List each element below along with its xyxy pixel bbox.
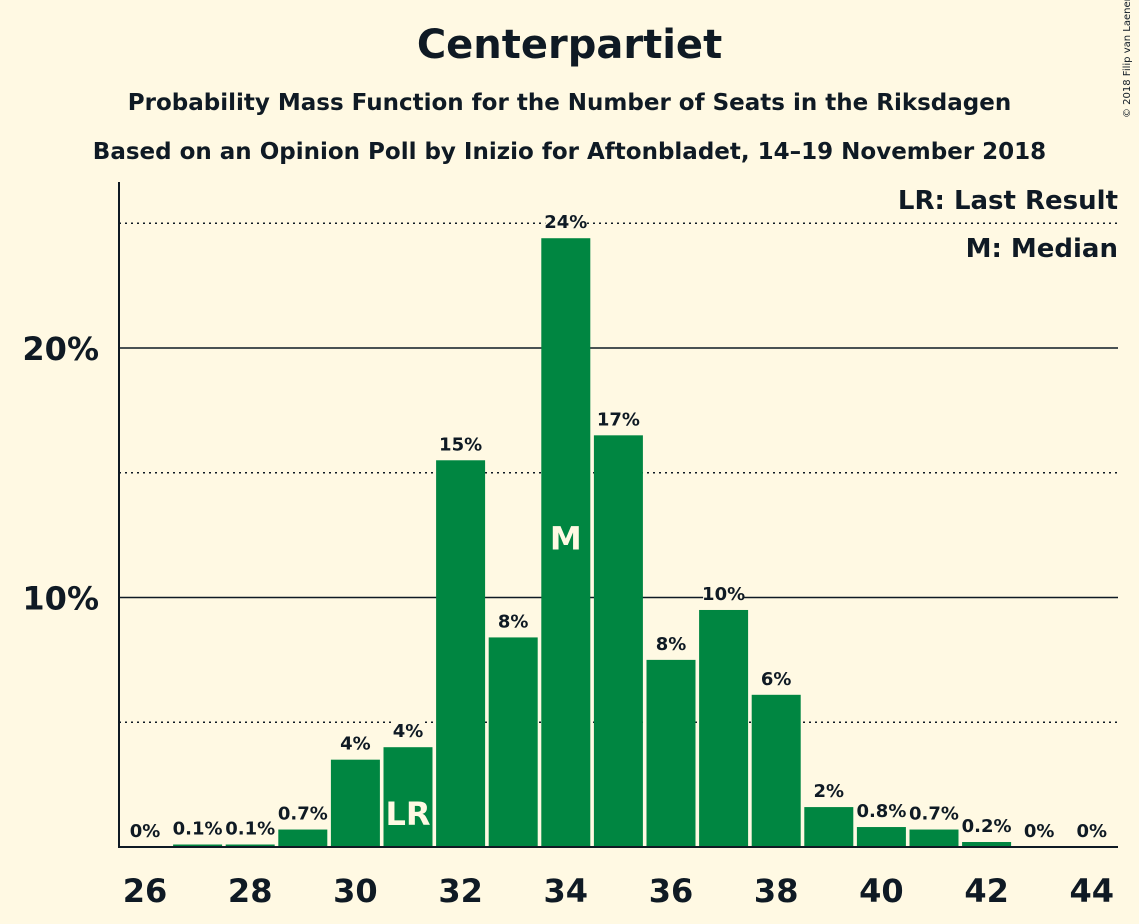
data-label: 6% — [761, 669, 792, 690]
data-label: 0% — [1077, 821, 1108, 842]
bar — [488, 637, 538, 847]
data-label: 0.7% — [909, 804, 959, 825]
x-tick-label: 40 — [859, 872, 904, 910]
x-tick-label: 38 — [754, 872, 799, 910]
bar — [593, 435, 643, 847]
x-tick-label: 34 — [544, 872, 589, 910]
data-label: 0.7% — [278, 804, 328, 825]
data-label: 4% — [340, 734, 371, 755]
bar — [646, 659, 696, 847]
bar — [856, 827, 906, 847]
bar — [436, 460, 486, 847]
chart-source-line: Based on an Opinion Poll by Inizio for A… — [92, 139, 1047, 165]
x-tick-label: 30 — [333, 872, 378, 910]
bar — [751, 694, 801, 847]
data-label-background — [656, 632, 686, 655]
legend-entry: M: Median — [966, 234, 1118, 264]
data-label: 2% — [814, 781, 845, 802]
bar — [330, 759, 380, 847]
data-label-background — [498, 610, 529, 633]
x-tick-label: 32 — [438, 872, 483, 910]
data-label: 4% — [393, 721, 424, 742]
data-label-background — [908, 802, 960, 825]
data-label-background — [276, 802, 329, 825]
data-label: 0% — [1024, 821, 1055, 842]
data-label: 8% — [656, 634, 687, 655]
data-label-background — [1076, 820, 1107, 842]
chart-title: Centerpartiet — [416, 22, 723, 68]
axes: 10% 20% 26 28 30 32 34 36 38 40 42 44 — [22, 182, 1118, 910]
data-label-background — [761, 667, 792, 690]
data-label-background — [1024, 820, 1055, 842]
data-label-background — [340, 732, 371, 755]
bar — [278, 829, 328, 847]
bar — [962, 842, 1012, 847]
data-label: 24% — [544, 212, 587, 233]
chart-subtitle: Probability Mass Function for the Number… — [127, 90, 1012, 116]
x-tick-label: 28 — [228, 872, 273, 910]
data-label-background — [703, 582, 745, 605]
data-label-background — [171, 817, 224, 840]
x-tick-label: 36 — [649, 872, 694, 910]
data-label-background — [224, 817, 277, 840]
data-label-background — [813, 780, 844, 803]
data-label: 8% — [498, 611, 529, 632]
data-label: 0.1% — [173, 819, 223, 840]
x-tick-label: 26 — [123, 872, 168, 910]
data-label: 17% — [597, 409, 640, 430]
data-label-background — [130, 820, 160, 842]
bar — [909, 829, 959, 847]
bars — [173, 238, 1012, 848]
legend: LR: Last Result M: Median — [898, 186, 1118, 264]
bar — [541, 238, 591, 848]
marker-lr: LR — [385, 795, 430, 833]
data-label-background — [440, 433, 482, 456]
data-label: 0.1% — [225, 819, 275, 840]
data-label: 0% — [130, 821, 161, 842]
marker-m: M — [550, 520, 582, 558]
x-tick-label: 42 — [964, 872, 1009, 910]
y-tick-label: 10% — [22, 580, 99, 618]
data-label: 10% — [702, 584, 745, 605]
bar — [225, 844, 275, 847]
x-tick-label: 44 — [1070, 872, 1115, 910]
bar — [173, 844, 223, 847]
legend-entry: LR: Last Result — [898, 186, 1118, 216]
data-label-background — [545, 211, 587, 234]
data-label-background — [393, 720, 423, 743]
data-label-background — [960, 815, 1013, 838]
data-labels: 0% 0.1% 0.1%0.7%4%4%15%8%24%17%8%10%6%2%0.… — [130, 211, 1107, 842]
y-tick-label: 20% — [22, 330, 99, 368]
data-label: 0.2% — [962, 816, 1012, 837]
bar — [383, 747, 433, 847]
bar — [804, 807, 854, 847]
data-label-background — [855, 800, 908, 823]
data-label-background — [597, 408, 639, 431]
data-label: 0.8% — [856, 801, 906, 822]
bar — [699, 609, 749, 847]
data-label: 15% — [439, 434, 482, 455]
